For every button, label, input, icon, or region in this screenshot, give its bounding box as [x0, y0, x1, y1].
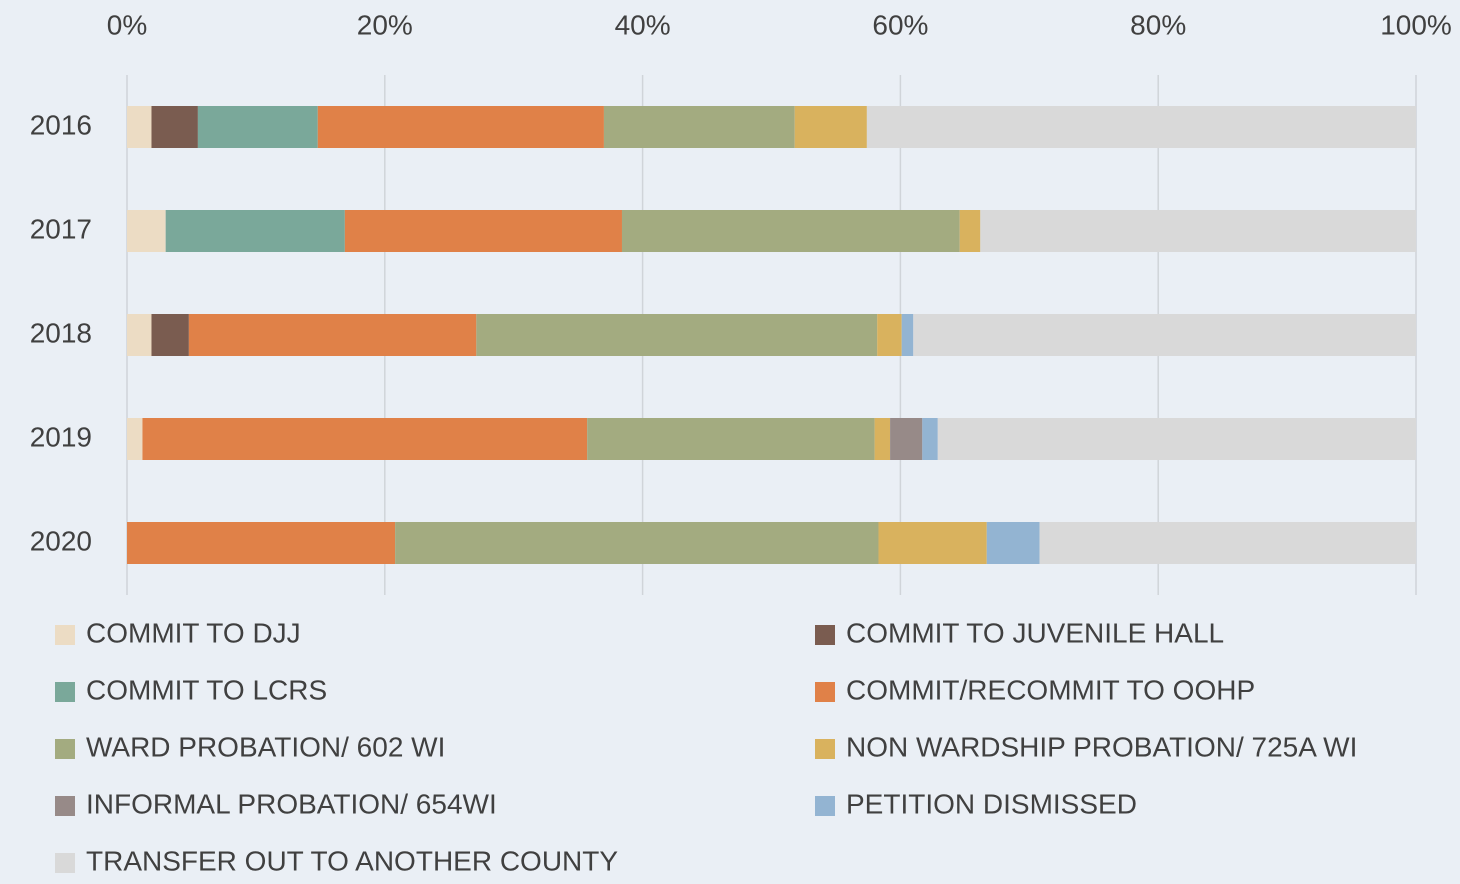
legend-label: TRANSFER OUT TO ANOTHER COUNTY: [86, 845, 618, 876]
bar-segment: [127, 106, 152, 148]
bar-segment: [959, 210, 981, 252]
legend-label: COMMIT TO DJJ: [86, 617, 301, 648]
bar-segment: [127, 210, 166, 252]
y-tick-label: 2018: [30, 317, 92, 348]
bar-segment: [142, 418, 588, 460]
bar-segment: [922, 418, 938, 460]
bar-segment: [587, 418, 875, 460]
x-tick-label: 80%: [1130, 9, 1186, 40]
legend-swatch: [55, 739, 75, 759]
legend-swatch: [55, 853, 75, 873]
bar-segment: [980, 210, 1416, 252]
bar-segment: [165, 210, 345, 252]
bar-segment: [874, 418, 891, 460]
legend-label: PETITION DISMISSED: [846, 788, 1137, 819]
x-tick-label: 0%: [107, 9, 147, 40]
x-tick-label: 60%: [872, 9, 928, 40]
bar-segment: [317, 106, 604, 148]
bar-segment: [937, 418, 1416, 460]
legend-label: INFORMAL PROBATION/ 654WI: [86, 788, 497, 819]
legend-label: WARD PROBATION/ 602 WI: [86, 731, 445, 762]
y-tick-label: 2016: [30, 109, 92, 140]
bar-segment: [344, 210, 622, 252]
x-tick-label: 40%: [615, 9, 671, 40]
bar-segment: [151, 106, 198, 148]
legend-label: COMMIT TO LCRS: [86, 674, 327, 705]
bar-segment: [188, 314, 477, 356]
bar-segment: [878, 522, 987, 564]
bar-segment: [986, 522, 1040, 564]
bar-segment: [127, 522, 396, 564]
bar-segment: [197, 106, 318, 148]
bar-segment: [603, 106, 795, 148]
bar-segment: [890, 418, 923, 460]
bar-segment: [1039, 522, 1416, 564]
bar-segment: [621, 210, 960, 252]
y-tick-label: 2020: [30, 525, 92, 556]
legend-label: COMMIT/RECOMMIT TO OOHP: [846, 674, 1255, 705]
bar-segment: [794, 106, 867, 148]
y-tick-label: 2017: [30, 213, 92, 244]
bar-segment: [395, 522, 879, 564]
x-tick-label: 100%: [1380, 9, 1452, 40]
legend-swatch: [815, 796, 835, 816]
legend-swatch: [55, 682, 75, 702]
legend-swatch: [815, 682, 835, 702]
legend-label: COMMIT TO JUVENILE HALL: [846, 617, 1224, 648]
bar-segment: [127, 418, 143, 460]
x-tick-label: 20%: [357, 9, 413, 40]
bar-segment: [476, 314, 878, 356]
bar-segment: [877, 314, 902, 356]
legend-swatch: [815, 625, 835, 645]
legend-label: NON WARDSHIP PROBATION/ 725A WI: [846, 731, 1357, 762]
bar-segment: [151, 314, 189, 356]
bar-segment: [866, 106, 1416, 148]
legend-swatch: [55, 796, 75, 816]
bar-segment: [901, 314, 914, 356]
legend-swatch: [55, 625, 75, 645]
bar-segment: [127, 314, 152, 356]
y-tick-label: 2019: [30, 421, 92, 452]
bar-segment: [913, 314, 1416, 356]
legend-swatch: [815, 739, 835, 759]
